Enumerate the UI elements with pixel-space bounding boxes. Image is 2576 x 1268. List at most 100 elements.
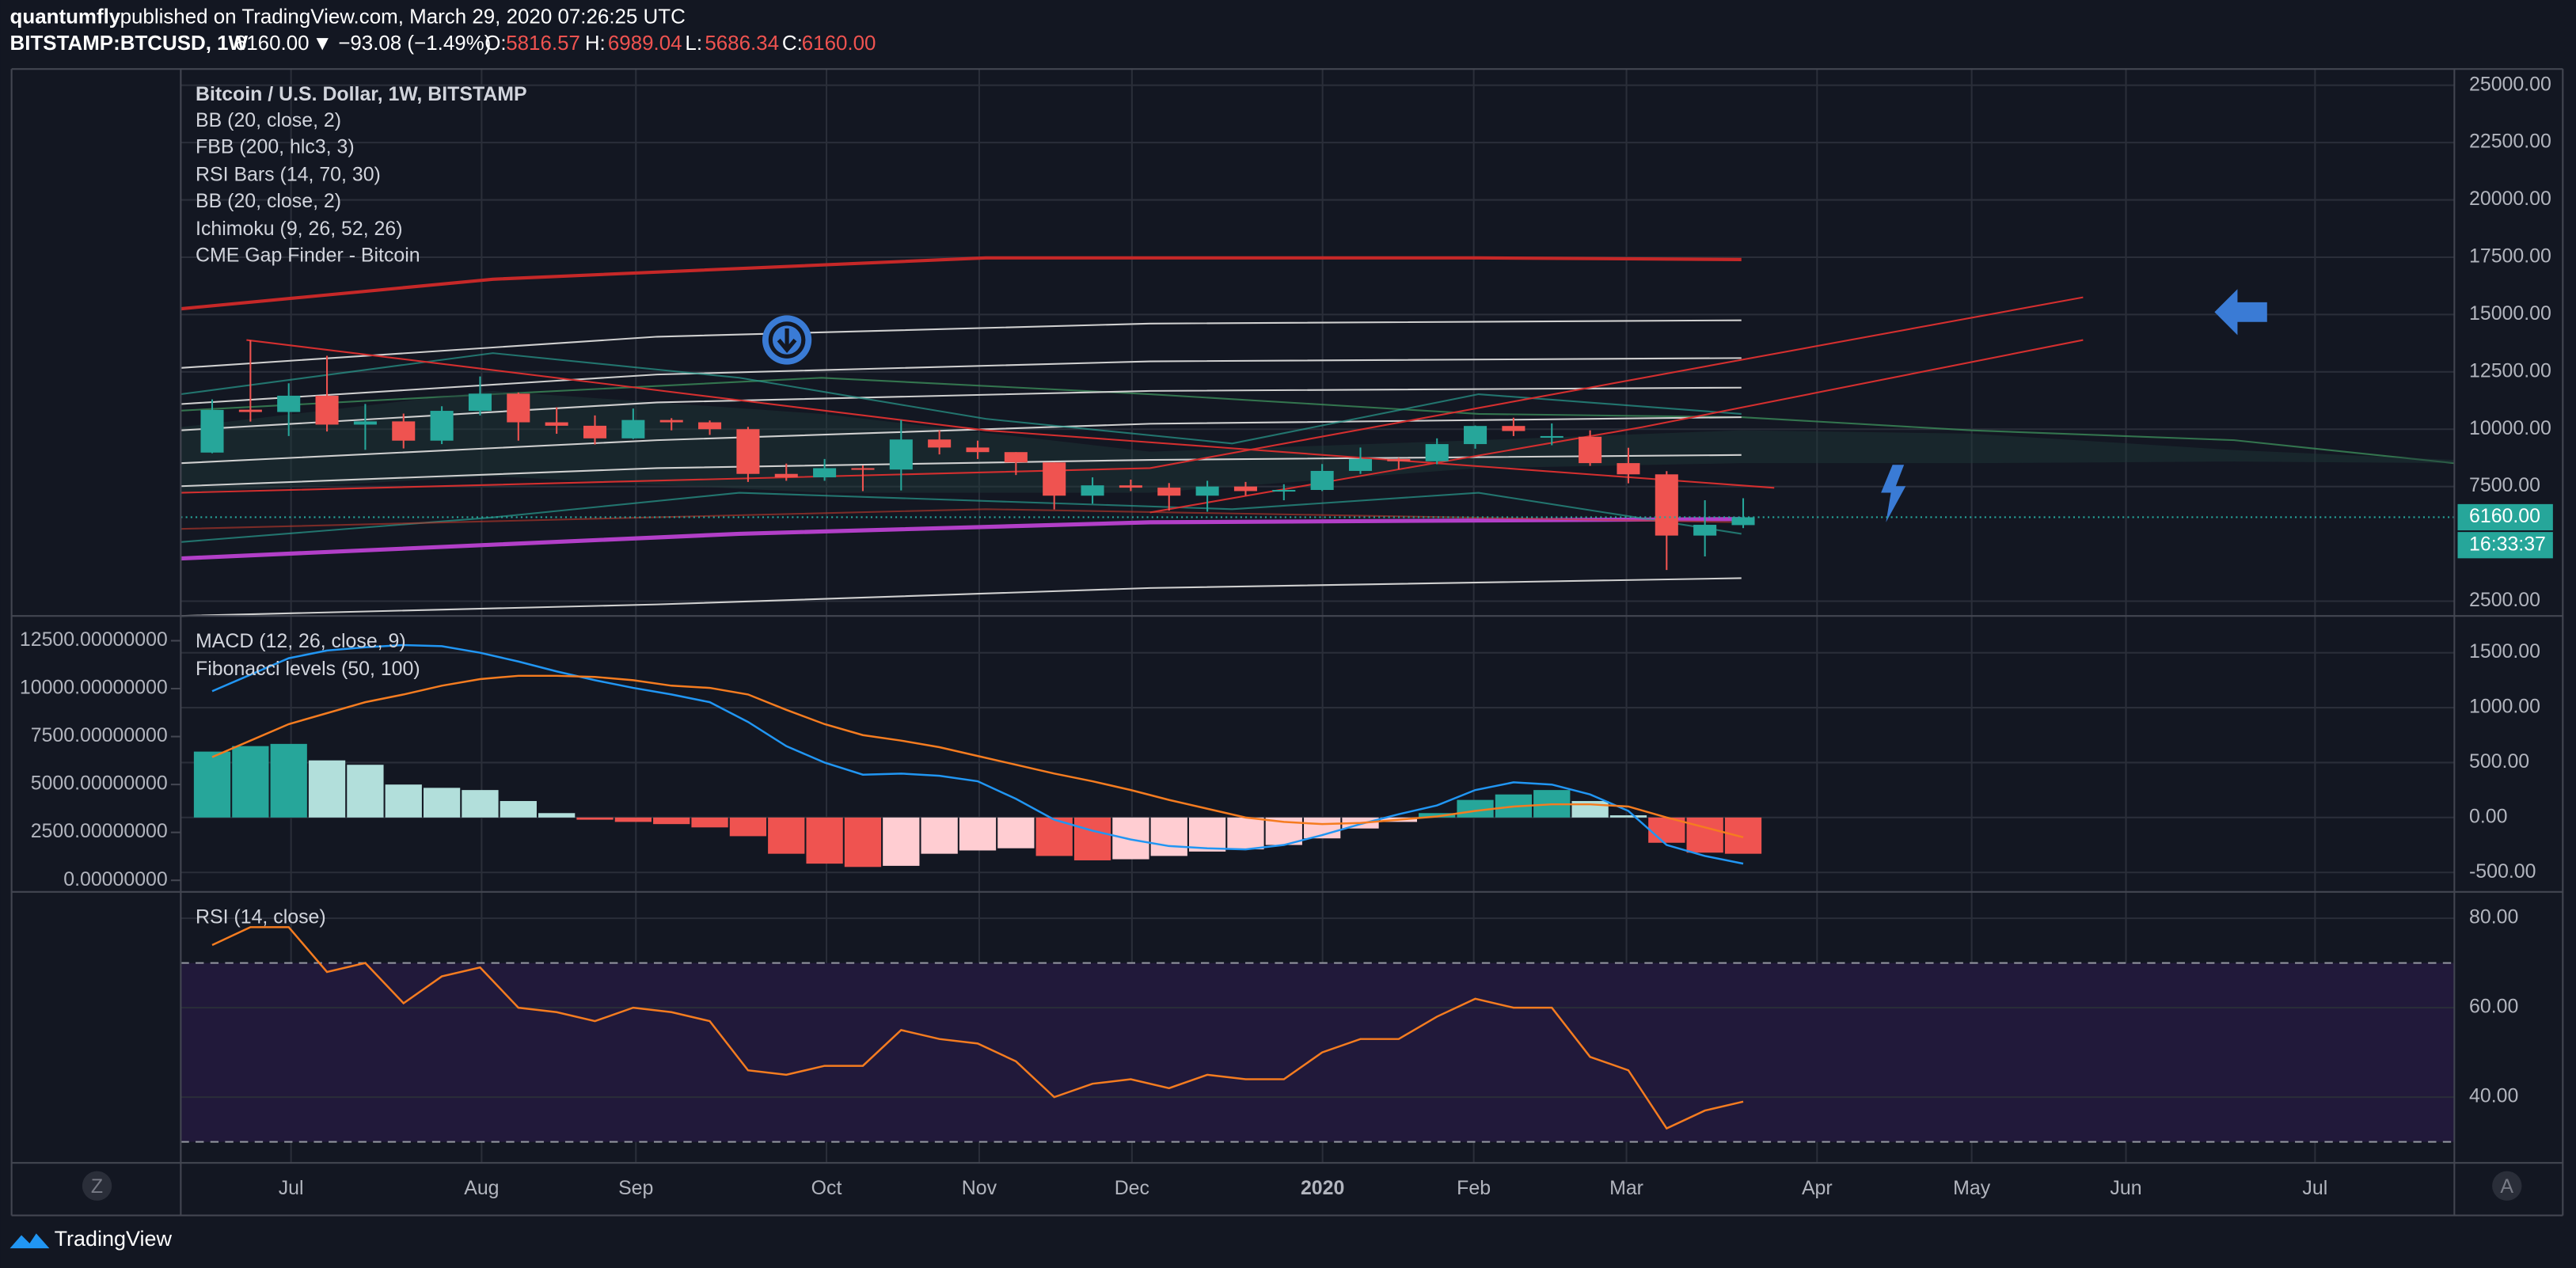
histogram-bar xyxy=(1686,817,1723,853)
candle-body xyxy=(238,409,262,412)
candle-body xyxy=(1119,485,1142,488)
button-label[interactable]: A xyxy=(2500,1175,2513,1198)
last: 6160.00 xyxy=(235,32,310,55)
x-tick-label: 2020 xyxy=(1301,1177,1344,1199)
histogram-bar xyxy=(1419,813,1456,818)
histogram-bar xyxy=(270,743,307,818)
candle-body xyxy=(1004,452,1028,463)
macd-line xyxy=(211,674,1744,839)
candle-body xyxy=(889,439,913,470)
histogram-bar xyxy=(1609,815,1647,818)
candle-body xyxy=(583,425,607,438)
candle-body xyxy=(774,473,798,478)
candle-body xyxy=(1310,470,1334,490)
histogram-bar xyxy=(959,817,997,851)
y-tick-label: -500.00 xyxy=(2469,860,2536,883)
y-tick-label: 7500.00 xyxy=(2469,474,2540,496)
candle-body xyxy=(1617,463,1640,475)
candle-body xyxy=(1425,444,1449,461)
histogram-bar xyxy=(576,817,614,820)
low-label: L: xyxy=(685,32,702,55)
x-tick-label: Sep xyxy=(618,1177,653,1199)
y2-tick-label: 2500.00000000 xyxy=(31,820,168,842)
candle-body xyxy=(315,395,339,425)
low: 5686.34 xyxy=(705,32,779,55)
y-tick-label: 12500.00 xyxy=(2469,359,2551,382)
histogram-bar xyxy=(768,817,805,854)
candle-body xyxy=(736,429,760,474)
histogram-bar xyxy=(193,751,231,818)
candle-body xyxy=(545,422,568,426)
candle-body xyxy=(507,393,530,423)
candle-body xyxy=(353,421,377,425)
frame xyxy=(10,68,2564,1217)
bb-upper xyxy=(180,352,1742,445)
logo xyxy=(9,1233,50,1249)
button-label[interactable]: Z xyxy=(91,1175,103,1198)
published: published on TradingView.com, March 29, … xyxy=(120,6,686,28)
histogram-bar xyxy=(921,817,958,854)
button[interactable] xyxy=(2492,1171,2522,1201)
candle-body xyxy=(1579,436,1602,464)
open-label: O: xyxy=(484,32,506,55)
close-label: C: xyxy=(782,32,803,55)
rsi-band xyxy=(180,962,2455,1142)
candle-body xyxy=(928,439,952,448)
fbb-basis xyxy=(180,517,1742,561)
countdown-label: 16:33:37 xyxy=(2469,533,2546,555)
change: ▼ −93.08 (−1.49%) xyxy=(312,32,491,55)
candle-body xyxy=(1693,525,1717,536)
y-tick-label: 17500.00 xyxy=(2469,245,2551,268)
button[interactable] xyxy=(82,1171,112,1201)
y-tick-label: 2500.00 xyxy=(2469,589,2540,611)
x-tick-label: May xyxy=(1953,1177,1991,1199)
rsi-line xyxy=(211,926,1744,1130)
fbb-line xyxy=(180,319,1742,369)
candle-body xyxy=(1464,426,1487,445)
candle-body xyxy=(1157,488,1181,496)
trend-line xyxy=(246,339,1775,489)
down-icon-ring xyxy=(768,321,806,359)
x-tick-label: Nov xyxy=(962,1177,997,1199)
candle-body xyxy=(659,420,683,423)
histogram-bar xyxy=(1227,817,1264,850)
histogram-bar xyxy=(1073,817,1111,860)
candle-body xyxy=(200,409,224,453)
indicator: BB (20, close, 2) xyxy=(196,109,341,131)
price-title: Bitcoin / U.S. Dollar, 1W, BITSTAMP xyxy=(196,83,527,105)
candle-body xyxy=(1348,458,1373,471)
histogram-bar xyxy=(1724,817,1762,854)
countdown-badge xyxy=(2457,532,2553,559)
y-tick-label: 22500.00 xyxy=(2469,131,2551,153)
candle-body xyxy=(277,395,301,412)
histogram-bar xyxy=(538,813,576,818)
indicator: FBB (200, hlc3, 3) xyxy=(196,135,355,158)
candle-body xyxy=(1655,474,1678,536)
y-tick-label: 25000.00 xyxy=(2469,73,2551,95)
icons xyxy=(762,289,2267,522)
fbb-lower xyxy=(180,577,1742,617)
candle-body xyxy=(966,447,990,453)
fbb-line xyxy=(180,386,1742,431)
fbb-line xyxy=(180,416,1742,465)
histogram-bar xyxy=(347,765,384,818)
candle-body xyxy=(392,421,416,441)
x-tick-label: Apr xyxy=(1802,1177,1833,1199)
candle-body xyxy=(1502,426,1525,431)
x-tick-label: Aug xyxy=(464,1177,499,1199)
candle-body xyxy=(1731,517,1755,526)
x-tick-label: Jul xyxy=(279,1177,304,1199)
histogram-bar xyxy=(308,760,346,818)
y2-tick-label: 10000.00000000 xyxy=(20,677,168,699)
indicator: Ichimoku (9, 26, 52, 26) xyxy=(196,218,403,240)
histogram-bar xyxy=(844,817,882,867)
candle-body xyxy=(1043,462,1066,496)
y-tick-label: 20000.00 xyxy=(2469,188,2551,210)
x-tick-label: Oct xyxy=(811,1177,842,1199)
fib-title: Fibonacci levels (50, 100) xyxy=(196,658,420,680)
candle-body xyxy=(1233,486,1257,492)
ichimoku-span xyxy=(180,377,2455,465)
histogram-bar xyxy=(1188,817,1226,852)
left-arrow xyxy=(2214,289,2267,336)
